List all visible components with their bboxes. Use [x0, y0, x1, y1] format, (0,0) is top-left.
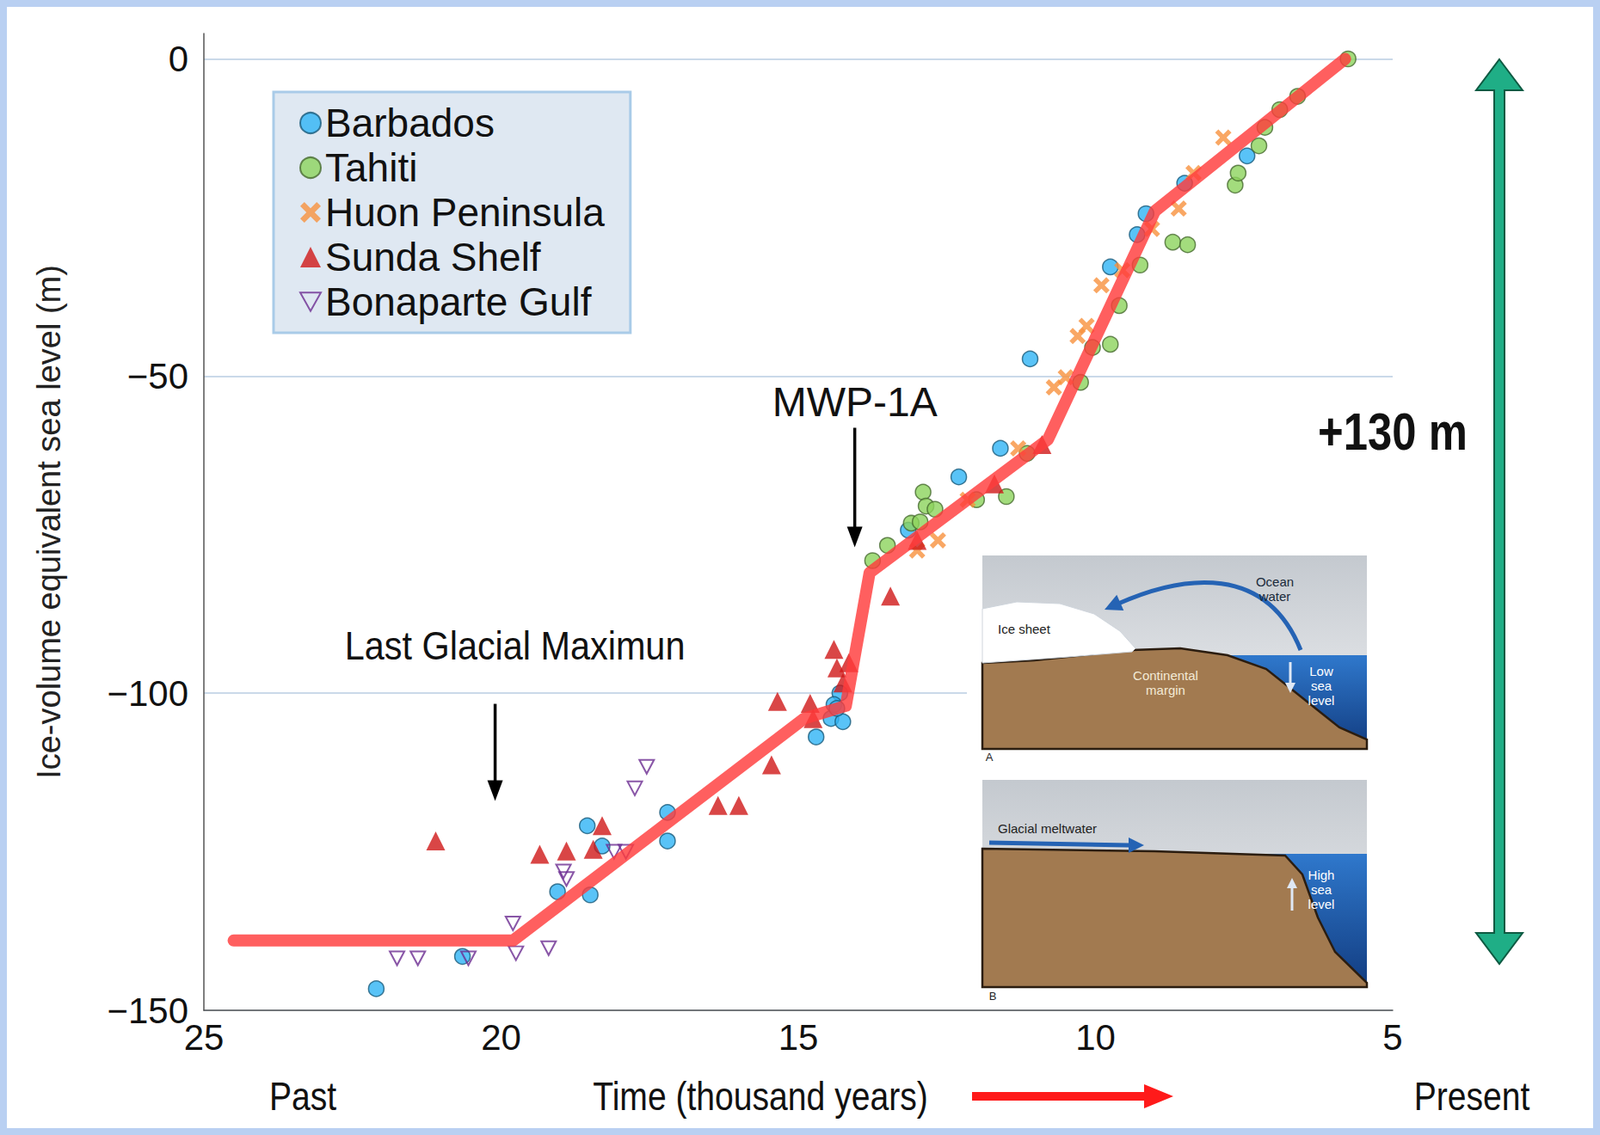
svg-text:Bonaparte Gulf: Bonaparte Gulf — [325, 279, 592, 325]
svg-text:B: B — [989, 990, 997, 1004]
svg-text:Barbados: Barbados — [325, 100, 495, 146]
svg-text:0: 0 — [168, 38, 189, 80]
svg-text:Low: Low — [1309, 664, 1334, 679]
svg-text:Tahiti: Tahiti — [325, 145, 418, 191]
svg-text:20: 20 — [480, 1017, 522, 1059]
svg-text:Ice-volume equivalent sea leve: Ice-volume equivalent sea level (m) — [30, 264, 68, 780]
svg-text:25: 25 — [184, 1017, 225, 1059]
svg-text:water: water — [1258, 589, 1292, 604]
svg-text:+130 m: +130 m — [1317, 402, 1468, 462]
svg-text:Ice sheet: Ice sheet — [997, 621, 1052, 637]
svg-text:level: level — [1308, 897, 1336, 912]
svg-text:−150: −150 — [106, 990, 189, 1032]
svg-text:Ocean: Ocean — [1255, 574, 1294, 590]
svg-text:10: 10 — [1075, 1017, 1116, 1059]
svg-text:Glacial meltwater: Glacial meltwater — [997, 821, 1097, 837]
svg-text:5: 5 — [1382, 1017, 1403, 1059]
svg-text:sea: sea — [1310, 678, 1333, 694]
svg-text:Continental: Continental — [1132, 668, 1199, 684]
svg-text:level: level — [1308, 693, 1336, 708]
svg-text:Huon Peninsula: Huon Peninsula — [325, 190, 605, 235]
svg-text:MWP-1A: MWP-1A — [772, 379, 938, 425]
svg-text:A: A — [985, 750, 994, 764]
svg-text:−50: −50 — [127, 356, 189, 397]
svg-text:15: 15 — [778, 1017, 819, 1059]
svg-text:margin: margin — [1145, 683, 1186, 698]
svg-text:Present: Present — [1414, 1074, 1531, 1120]
svg-text:Last Glacial Maximun: Last Glacial Maximun — [344, 623, 686, 669]
svg-text:sea: sea — [1310, 882, 1333, 898]
svg-text:Past: Past — [269, 1074, 337, 1120]
svg-text:−100: −100 — [106, 673, 189, 714]
svg-text:Time (thousand years): Time (thousand years) — [592, 1074, 929, 1120]
svg-text:High: High — [1308, 867, 1336, 883]
svg-text:Sunda Shelf: Sunda Shelf — [325, 234, 542, 280]
